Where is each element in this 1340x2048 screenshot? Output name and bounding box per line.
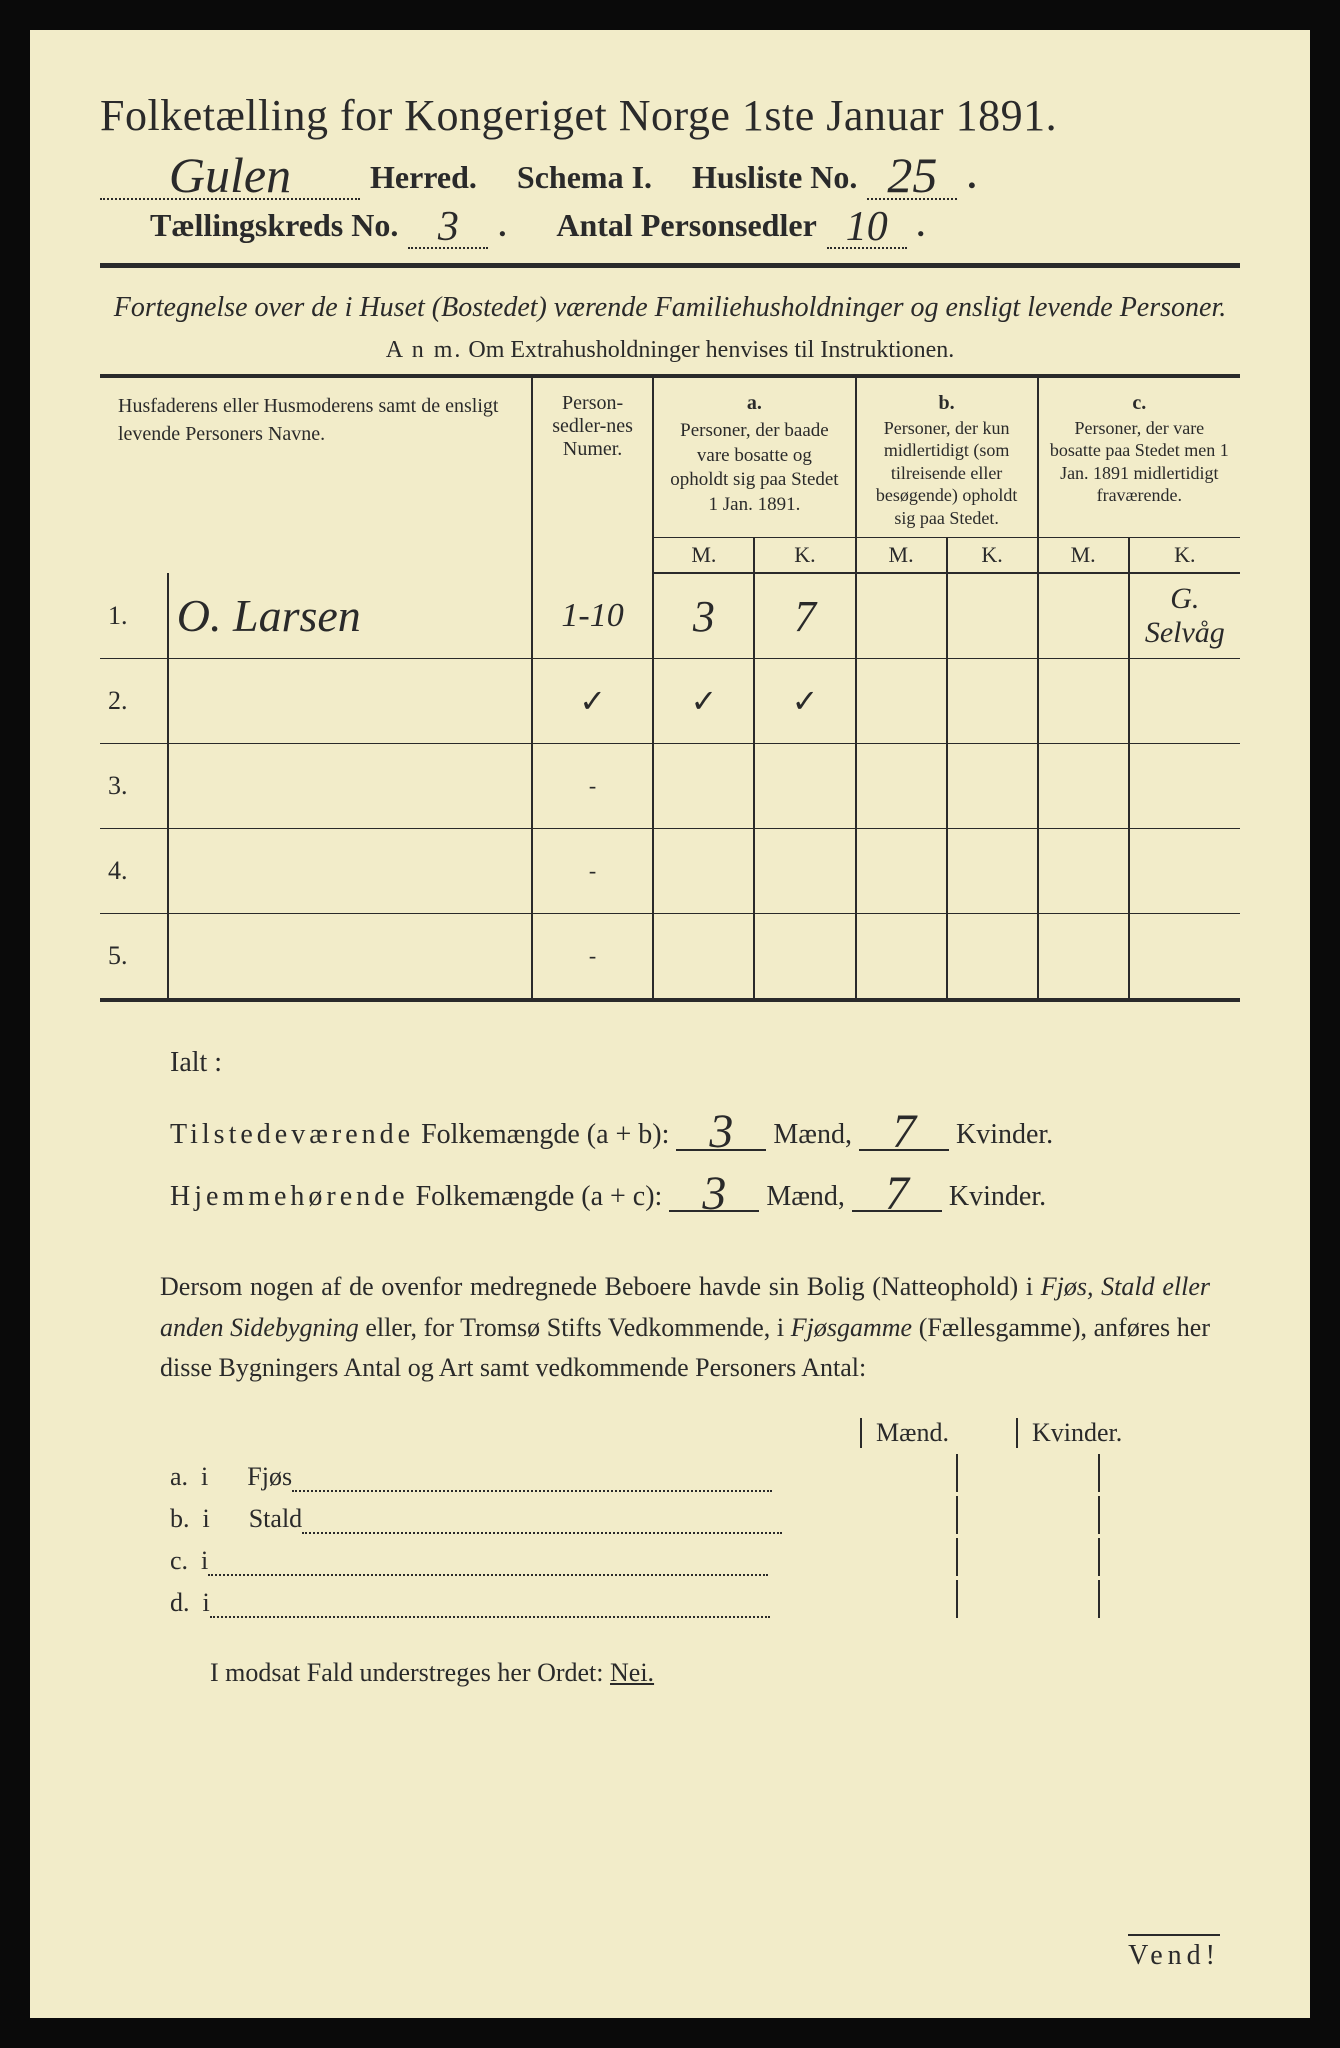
col-a-k: K. [754,538,855,574]
dotted-line [210,1590,770,1618]
herred-label: Herred. [370,159,477,196]
header-line-kreds: Tællingskreds No. 3 . Antal Personsedler… [150,205,1240,245]
col-numer-header: Person-sedler-nes Numer. [532,376,653,574]
a-m-cell: ✓ [653,659,754,744]
nei-word: Nei. [610,1658,654,1687]
numer-cell: - [532,914,653,1001]
a-k-cell: 7 [754,573,855,659]
name-cell: O. Larsen [168,573,532,659]
c-k-cell: G. Selvåg [1129,573,1240,659]
divider [100,263,1240,268]
numer-cell: - [532,829,653,914]
totals-row-resident: Hjemmehørende Folkemængde (a + c): 3 Mæn… [170,1166,1240,1228]
outbuilding-paragraph: Dersom nogen af de ovenfor medregnede Be… [160,1267,1210,1388]
husliste-label: Husliste No. [692,159,857,196]
mk-maend-label: Mænd. [860,1418,1016,1448]
ialt-label: Ialt : [170,1032,1240,1094]
name-cell [168,914,532,1001]
schema-label: Schema I. [517,159,652,196]
antal-label: Antal Personsedler [556,207,816,244]
resident-m-value: 3 [669,1177,759,1213]
table-row: 3. - [100,744,1240,829]
outbuilding-row: b. i Stald [170,1496,1240,1534]
col-b-k: K. [947,538,1038,574]
outbuilding-row: d. i [170,1580,1240,1618]
numer-cell: ✓ [532,659,653,744]
anm-note: A n m. Anm. Om Extrahusholdninger henvis… [100,337,1240,364]
totals-row-present: Tilstedeværende Folkemængde (a + b): 3 M… [170,1104,1240,1166]
header-line-herred: Gulen Herred. Schema I. Husliste No. 25 … [100,149,1240,197]
kreds-label: Tællingskreds No. [150,207,398,244]
dotted-line [302,1506,782,1534]
nei-line: I modsat Fald understreges her Ordet: Ne… [210,1658,1240,1688]
kreds-value: 3 [408,209,488,249]
table-row: 1. O. Larsen 1-10 3 7 G. Selvåg [100,573,1240,659]
subtitle: Fortegnelse over de i Huset (Bostedet) v… [100,288,1240,327]
husliste-value: 25 [867,153,957,200]
col-a-m: M. [653,538,754,574]
resident-k-value: 7 [852,1177,942,1213]
b-k-cell [947,573,1038,659]
b-m-cell [856,659,947,744]
col-c-m: M. [1038,538,1129,574]
page-title: Folketælling for Kongeriget Norge 1ste J… [100,90,1240,141]
name-cell [168,744,532,829]
a-k-cell: ✓ [754,659,855,744]
col-c-k: K. [1129,538,1240,574]
name-cell [168,659,532,744]
herred-value: Gulen [100,153,360,200]
c-k-cell [1129,659,1240,744]
mk-kvinder-label: Kvinder. [1016,1418,1172,1448]
b-k-cell [947,659,1038,744]
name-cell [168,829,532,914]
vend-footer: Vend! [1128,1934,1220,1972]
col-b-header: b. Personer, der kun midlertidigt (som t… [856,376,1038,538]
present-m-value: 3 [676,1115,766,1151]
col-b-m: M. [856,538,947,574]
b-m-cell [856,573,947,659]
table-row: 4. - [100,829,1240,914]
census-form-page: Folketælling for Kongeriget Norge 1ste J… [30,30,1310,2018]
col-name-header: Husfaderens eller Husmoderens samt de en… [100,376,532,574]
table-row: 5. - [100,914,1240,1001]
households-table: Husfaderens eller Husmoderens samt de en… [100,374,1240,1003]
col-a-header: a. Personer, der baade vare bosatte og o… [653,376,855,538]
dotted-line [292,1464,772,1492]
outbuilding-row: a. i Fjøs [170,1454,1240,1492]
present-k-value: 7 [859,1115,949,1151]
a-m-cell: 3 [653,573,754,659]
c-m-cell [1038,659,1129,744]
antal-value: 10 [827,209,907,249]
outbuilding-row: c. i [170,1538,1240,1576]
table-row: 2. ✓ ✓ ✓ [100,659,1240,744]
c-m-cell [1038,573,1129,659]
totals-block: Ialt : Tilstedeværende Folkemængde (a + … [170,1032,1240,1227]
numer-cell: 1-10 [532,573,653,659]
dotted-line [208,1548,768,1576]
numer-cell: - [532,744,653,829]
col-c-header: c. Personer, der vare bosatte paa Stedet… [1038,376,1240,538]
mk-column-header: Mænd. Kvinder. [860,1418,1240,1448]
